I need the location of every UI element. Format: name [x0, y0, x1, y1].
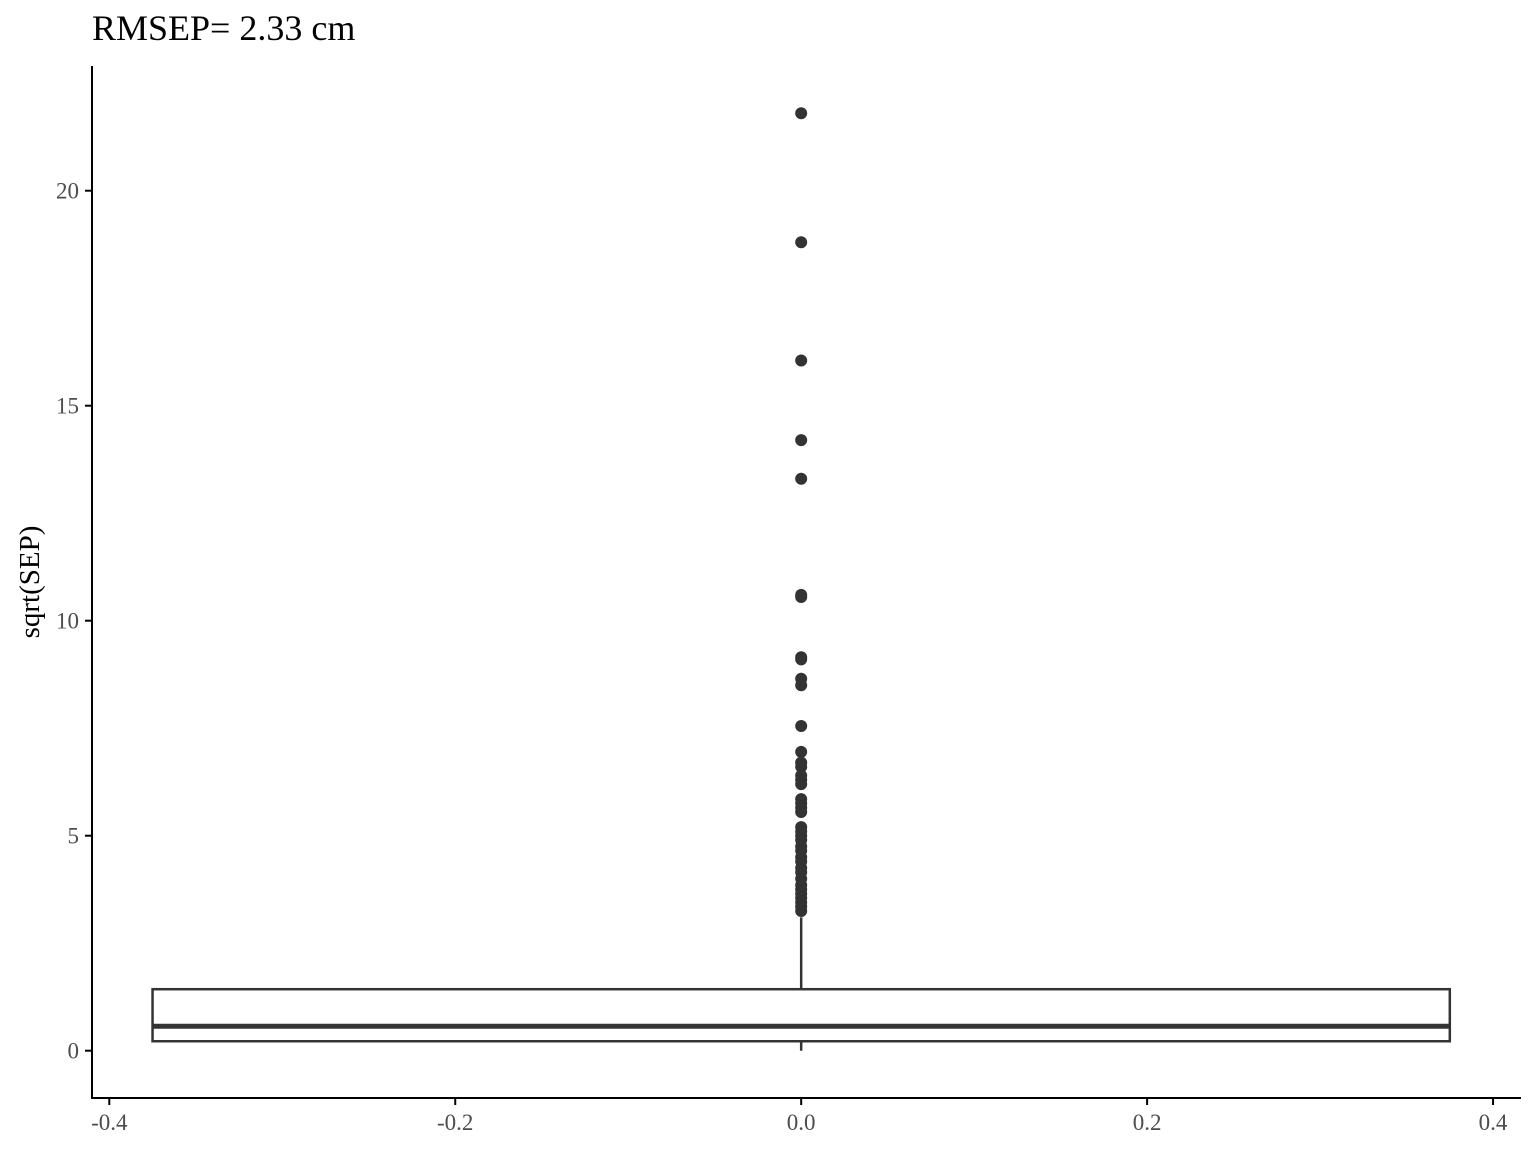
x-tick-label: 0.2	[1133, 1110, 1162, 1135]
outlier-point	[795, 806, 808, 819]
outlier-point	[795, 720, 808, 733]
x-tick-label: 0.0	[787, 1110, 816, 1135]
x-ticks: -0.4 -0.2 0.0 0.2 0.4	[91, 1098, 1508, 1135]
outlier-point	[795, 472, 808, 485]
outlier-point	[795, 778, 808, 791]
outlier-point	[795, 653, 808, 666]
y-tick-label: 10	[56, 609, 79, 634]
outlier-point	[795, 236, 808, 249]
y-axis-title: sqrt(SEP)	[14, 526, 46, 639]
x-tick-label: -0.4	[91, 1110, 128, 1135]
outlier-point	[795, 434, 808, 447]
chart-title: RMSEP= 2.33 cm	[92, 8, 355, 48]
outlier-point	[795, 107, 808, 120]
outlier-point	[795, 904, 808, 917]
outlier-point	[795, 760, 808, 773]
outlier-point	[795, 591, 808, 604]
outlier-point	[795, 679, 808, 692]
y-ticks: 0 5 10 15 20	[56, 179, 92, 1064]
y-tick-label: 15	[56, 394, 79, 419]
outlier-point	[795, 745, 808, 758]
box-iqr	[151, 987, 1452, 1043]
outlier-point	[795, 354, 808, 367]
x-tick-label: 0.4	[1479, 1110, 1508, 1135]
y-tick-label: 0	[68, 1039, 80, 1064]
axes	[91, 66, 1521, 1099]
y-tick-label: 5	[68, 824, 80, 849]
x-tick-label: -0.2	[437, 1110, 473, 1135]
plot-area	[151, 107, 1452, 1051]
y-tick-label: 20	[56, 179, 79, 204]
